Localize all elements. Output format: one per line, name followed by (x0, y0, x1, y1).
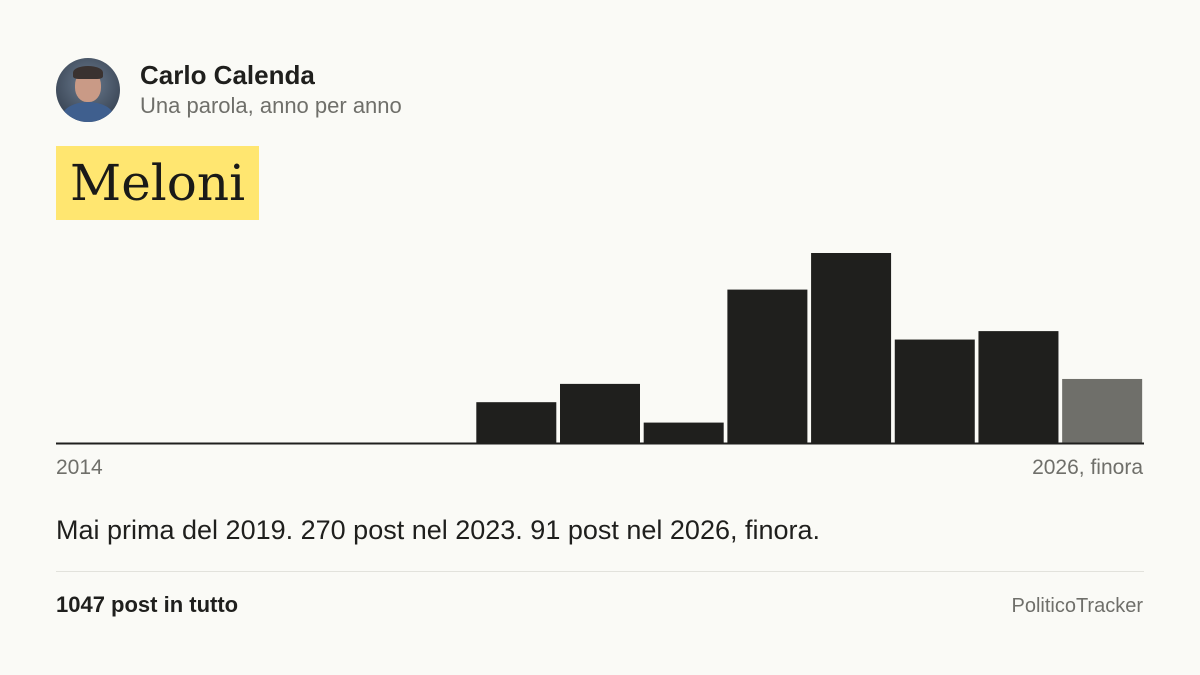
header-text: Carlo Calenda Una parola, anno per anno (140, 59, 402, 121)
avatar (56, 58, 120, 122)
page-subtitle: Una parola, anno per anno (140, 93, 402, 118)
total-posts: 1047 post in tutto (56, 592, 239, 617)
x-axis-first-label: 2014 (56, 456, 103, 479)
summary-text: Mai prima del 2019. 270 post nel 2023. 9… (56, 515, 821, 545)
bar-2020 (560, 383, 640, 443)
header: Carlo Calenda Una parola, anno per anno (56, 58, 402, 122)
x-axis-last-label: 2026, finora (1032, 456, 1143, 479)
politician-name: Carlo Calenda (140, 60, 315, 90)
avatar-shirt (62, 102, 114, 122)
bar-2026 (1062, 378, 1143, 443)
bar-2024 (894, 339, 975, 443)
divider (56, 571, 1144, 572)
bar-2022 (727, 289, 808, 443)
avatar-hair (73, 66, 103, 79)
brand-label: PoliticoTracker (1011, 595, 1143, 617)
bar-2025 (978, 331, 1059, 443)
bar-2023 (811, 253, 892, 443)
bar-2019 (476, 402, 557, 443)
bar-2021 (643, 422, 724, 443)
keyword-highlight: Meloni (56, 146, 260, 220)
